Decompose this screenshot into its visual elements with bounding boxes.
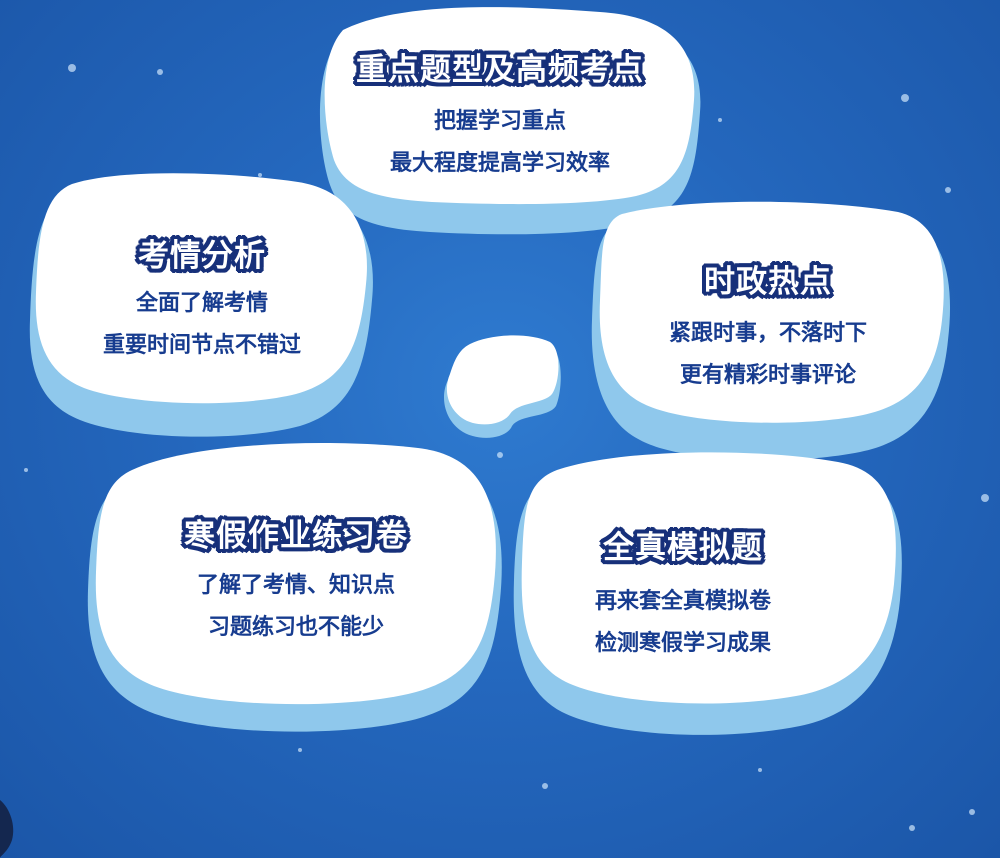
card-winter-homework: 寒假作业练习卷 了解了考情、知识点 习题练习也不能少 xyxy=(184,510,408,649)
card-mock-exam: 全真模拟题 再来套全真模拟卷 检测寒假学习成果 xyxy=(595,522,771,665)
ice-floe-1 xyxy=(319,7,701,235)
card-line-1: 再来套全真模拟卷 xyxy=(594,589,772,614)
card-line-2: 习题练习也不能少 xyxy=(207,615,384,640)
corner-shadow-shape xyxy=(0,800,14,858)
ice-floe-4 xyxy=(87,443,502,732)
card-current-affairs: 时政热点 紧跟时事，不落时下 更有精彩时事评论 xyxy=(669,256,867,397)
card-line-1: 了解了考情、知识点 xyxy=(196,573,395,598)
card-line-1: 全面了解考情 xyxy=(135,291,269,316)
ice-floe-small xyxy=(444,335,561,438)
ice-floe-2 xyxy=(29,173,373,437)
card-key-question-types: 重点题型及高频考点 把握学习重点 最大程度提高学习效率 xyxy=(356,44,644,185)
card-title: 重点题型及高频考点 xyxy=(356,52,644,88)
card-title: 寒假作业练习卷 xyxy=(184,518,408,554)
card-line-1: 把握学习重点 xyxy=(433,109,566,134)
snow-specks xyxy=(24,64,989,831)
ice-floe-5 xyxy=(513,452,902,735)
card-exam-analysis: 考情分析 全面了解考情 重要时间节点不错过 xyxy=(103,230,301,367)
card-line-1: 紧跟时事，不落时下 xyxy=(668,321,868,346)
ice-floe-3 xyxy=(591,201,951,461)
card-line-2: 检测寒假学习成果 xyxy=(594,631,772,656)
card-title: 时政热点 xyxy=(703,264,832,300)
card-line-2: 最大程度提高学习效率 xyxy=(389,151,610,176)
card-title: 全真模拟题 xyxy=(602,530,763,566)
card-line-2: 更有精彩时事评论 xyxy=(679,363,857,388)
card-title: 考情分析 xyxy=(137,238,266,274)
card-line-2: 重要时间节点不错过 xyxy=(102,333,302,358)
